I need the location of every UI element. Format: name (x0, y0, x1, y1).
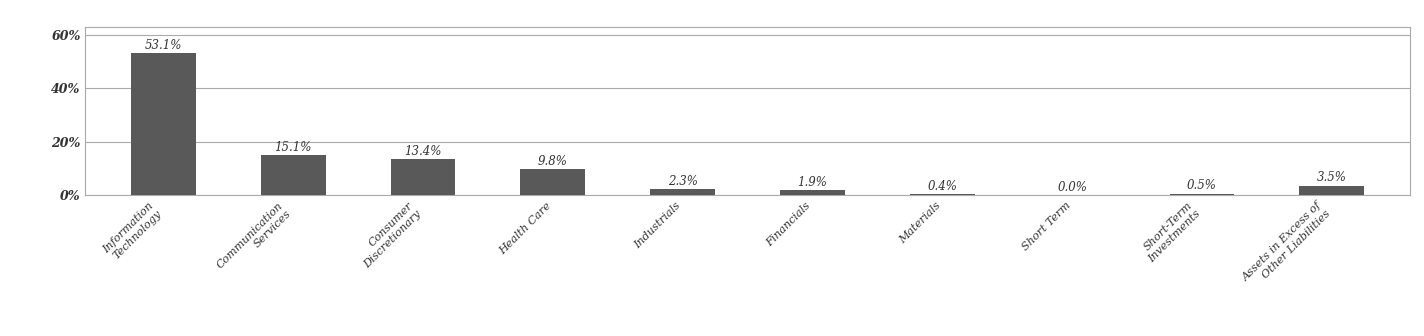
Text: 0.4%: 0.4% (927, 180, 957, 193)
Text: 53.1%: 53.1% (145, 39, 182, 52)
Text: 13.4%: 13.4% (404, 145, 441, 158)
Bar (651, 189, 715, 195)
Text: 15.1%: 15.1% (275, 140, 312, 154)
Text: 2.3%: 2.3% (668, 175, 698, 188)
Bar (1300, 185, 1364, 195)
Bar (390, 159, 456, 195)
Bar (520, 169, 585, 195)
Text: 1.9%: 1.9% (797, 176, 827, 189)
Text: 9.8%: 9.8% (538, 155, 568, 168)
Text: 0.5%: 0.5% (1188, 179, 1218, 193)
Text: 0.0%: 0.0% (1057, 181, 1087, 194)
Bar (1169, 194, 1235, 195)
Bar (261, 155, 326, 195)
Bar (131, 53, 197, 195)
Bar (910, 194, 975, 195)
Text: 3.5%: 3.5% (1317, 171, 1347, 184)
Bar (780, 190, 844, 195)
